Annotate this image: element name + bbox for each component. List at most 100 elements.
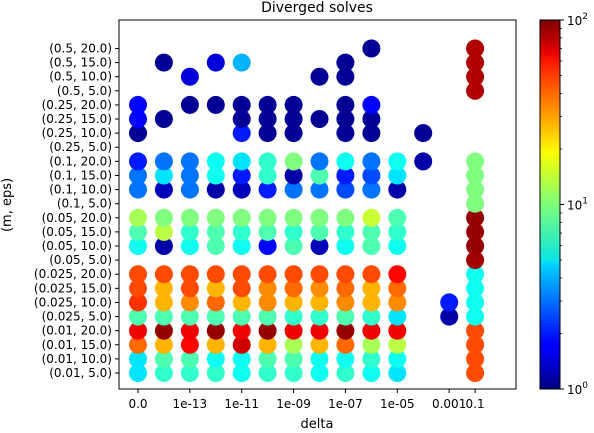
scatter-point <box>336 349 355 368</box>
scatter-point <box>336 124 355 143</box>
scatter-point <box>336 53 355 72</box>
scatter-point <box>232 237 251 255</box>
scatter-point <box>180 67 199 86</box>
scatter-point <box>284 335 303 354</box>
scatter-point <box>466 251 485 270</box>
scatter-point <box>206 95 225 114</box>
scatter-point <box>336 237 355 255</box>
scatter-point <box>154 237 173 255</box>
y-tick-label: (0.25, 20.0) <box>42 98 112 112</box>
scatter-point <box>362 180 381 199</box>
scatter-point <box>388 335 407 354</box>
scatter-point <box>284 293 303 312</box>
scatter-point <box>388 152 407 171</box>
scatter-point <box>310 293 329 312</box>
colorbar-tick-label: 102 <box>567 12 588 28</box>
scatter-point <box>388 293 407 312</box>
x-tick-label: 1e-07 <box>328 397 363 411</box>
scatter-point <box>362 166 381 185</box>
scatter-point <box>388 208 407 227</box>
y-tick-label: (0.25, 10.0) <box>42 126 112 140</box>
scatter-point <box>362 293 381 312</box>
scatter-point <box>180 349 199 368</box>
scatter-point <box>129 307 147 326</box>
scatter-point <box>206 335 225 354</box>
scatter-point <box>414 124 433 143</box>
scatter-point <box>466 321 485 340</box>
scatter-point <box>258 237 277 255</box>
scatter-point <box>284 222 303 241</box>
scatter-point <box>154 53 173 72</box>
scatter-point <box>466 335 485 354</box>
scatter-point <box>284 166 303 185</box>
scatter-point <box>336 307 355 326</box>
scatter-marks <box>129 39 485 382</box>
scatter-point <box>336 110 355 128</box>
scatter-point <box>310 237 329 255</box>
scatter-point <box>180 222 199 241</box>
scatter-point <box>466 208 485 227</box>
y-tick-label: (0.05, 5.0) <box>49 253 112 267</box>
scatter-point <box>362 110 381 128</box>
y-tick-label: (0.5, 15.0) <box>49 56 112 70</box>
scatter-point <box>206 279 225 298</box>
scatter-point <box>154 110 173 128</box>
scatter-point <box>232 265 251 284</box>
scatter-point <box>180 180 199 199</box>
scatter-point <box>180 166 199 185</box>
scatter-point <box>154 180 173 199</box>
scatter-point <box>180 265 199 284</box>
scatter-point <box>336 279 355 298</box>
y-tick-label: (0.01, 10.0) <box>42 352 112 366</box>
scatter-point <box>466 194 485 213</box>
scatter-point <box>284 152 303 171</box>
x-tick-label: 0.0 <box>128 397 147 411</box>
scatter-point <box>284 237 303 255</box>
scatter-point <box>466 237 485 255</box>
scatter-point <box>180 307 199 326</box>
scatter-point <box>258 208 277 227</box>
scatter-point <box>336 293 355 312</box>
scatter-point <box>388 265 407 284</box>
scatter-point <box>362 237 381 255</box>
scatter-point <box>284 349 303 368</box>
y-tick-label: (0.05, 20.0) <box>42 211 112 225</box>
scatter-point <box>180 208 199 227</box>
scatter-point <box>310 307 329 326</box>
scatter-point <box>180 321 199 340</box>
scatter-point <box>206 237 225 255</box>
scatter-point <box>310 110 329 128</box>
scatter-point <box>129 152 147 171</box>
scatter-point <box>206 364 225 382</box>
scatter-point <box>258 335 277 354</box>
scatter-point <box>336 180 355 199</box>
scatter-point <box>154 335 173 354</box>
scatter-point <box>154 166 173 185</box>
scatter-point <box>154 349 173 368</box>
scatter-point <box>154 321 173 340</box>
scatter-point <box>154 364 173 382</box>
scatter-point <box>284 208 303 227</box>
scatter-point <box>232 222 251 241</box>
scatter-point <box>232 53 251 72</box>
scatter-point <box>258 293 277 312</box>
scatter-point <box>388 237 407 255</box>
scatter-point <box>362 222 381 241</box>
y-axis-ticks: (0.01, 5.0)(0.01, 10.0)(0.01, 15.0)(0.01… <box>34 41 119 380</box>
scatter-point <box>206 307 225 326</box>
y-tick-label: (0.5, 5.0) <box>57 84 112 98</box>
scatter-point <box>336 222 355 241</box>
x-tick-label: 1e-05 <box>380 397 415 411</box>
scatter-point <box>258 110 277 128</box>
scatter-point <box>466 152 485 171</box>
scatter-point <box>362 208 381 227</box>
scatter-point <box>466 53 485 72</box>
scatter-point <box>466 81 485 100</box>
scatter-point <box>258 364 277 382</box>
scatter-point <box>466 364 485 382</box>
scatter-point <box>414 152 433 171</box>
scatter-point <box>310 180 329 199</box>
y-tick-label: (0.1, 20.0) <box>49 154 112 168</box>
scatter-point <box>206 152 225 171</box>
scatter-point <box>310 349 329 368</box>
